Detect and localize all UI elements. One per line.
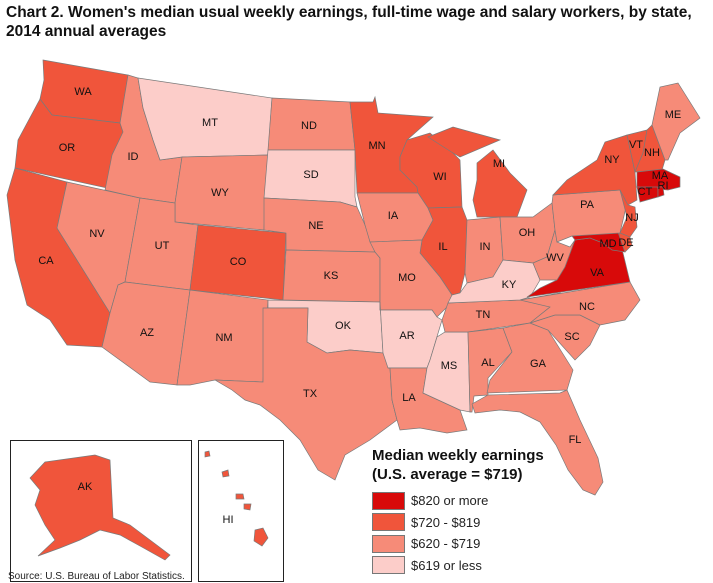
legend-label: $720 - $819	[411, 514, 481, 530]
legend-label: $620 - $719	[411, 536, 481, 552]
legend-label: $619 or less	[411, 557, 482, 573]
state-label-ma: MA	[652, 170, 669, 182]
legend-item: $620 - $719	[372, 533, 544, 555]
state-label-nc: NC	[579, 301, 595, 313]
state-label-mi: MI	[493, 158, 505, 170]
state-label-wv: WV	[546, 252, 564, 264]
legend-subtitle: (U.S. average = $719)	[372, 466, 523, 483]
legend-item: $720 - $819	[372, 512, 544, 534]
state-me	[651, 82, 701, 161]
state-label-ky: KY	[502, 279, 517, 291]
legend-swatch	[372, 556, 405, 575]
state-label-de: DE	[618, 237, 633, 249]
legend-title: Median weekly earnings	[372, 447, 544, 464]
state-label-wi: WI	[433, 171, 446, 183]
state-label-ak: AK	[78, 481, 93, 493]
state-label-vt: VT	[629, 139, 643, 151]
state-label-ar: AR	[399, 330, 414, 342]
state-ak	[29, 454, 171, 561]
legend-item: $820 or more	[372, 490, 544, 512]
state-label-tx: TX	[303, 388, 318, 400]
state-label-wy: WY	[211, 187, 229, 199]
state-label-il: IL	[438, 241, 447, 253]
legend-swatch	[372, 491, 405, 510]
state-label-me: ME	[665, 109, 682, 121]
state-label-oh: OH	[519, 227, 536, 239]
state-label-nv: NV	[89, 228, 105, 240]
state-label-fl: FL	[569, 434, 582, 446]
state-label-in: IN	[480, 241, 491, 253]
state-label-ca: CA	[38, 255, 54, 267]
legend-label: $820 or more	[411, 493, 489, 509]
state-hi	[243, 503, 252, 511]
state-label-az: AZ	[140, 327, 154, 339]
legend-swatch	[372, 513, 405, 532]
state-label-wa: WA	[74, 86, 92, 98]
state-label-al: AL	[481, 357, 494, 369]
state-ri	[657, 186, 665, 198]
legend: Median weekly earnings (U.S. average = $…	[372, 446, 544, 576]
state-hi	[221, 469, 230, 478]
state-tx	[214, 307, 398, 481]
source-note: Source: U.S. Bureau of Labor Statistics.	[8, 571, 185, 582]
state-label-mn: MN	[368, 140, 385, 152]
state-mi	[427, 126, 502, 158]
state-fl	[471, 389, 604, 496]
state-label-ok: OK	[335, 320, 352, 332]
legend-item: $619 or less	[372, 555, 544, 577]
state-label-mo: MO	[398, 272, 416, 284]
state-label-sd: SD	[303, 169, 318, 181]
state-label-ne: NE	[308, 220, 323, 232]
state-label-ut: UT	[155, 240, 170, 252]
state-label-ks: KS	[324, 270, 339, 282]
state-label-co: CO	[230, 256, 247, 268]
state-hi	[204, 450, 211, 458]
state-label-hi: HI	[223, 514, 234, 526]
state-wy	[174, 154, 269, 231]
state-label-ny: NY	[604, 154, 620, 166]
state-label-tn: TN	[476, 309, 491, 321]
state-label-ri: RI	[658, 180, 669, 192]
state-hi	[253, 527, 269, 547]
state-label-nm: NM	[215, 332, 232, 344]
state-label-nj: NJ	[625, 212, 638, 224]
state-nj	[619, 189, 638, 238]
hawaii-inset-frame	[198, 440, 284, 582]
state-label-ct: CT	[638, 186, 653, 198]
state-label-nd: ND	[301, 120, 317, 132]
state-label-mt: MT	[202, 117, 218, 129]
state-label-ms: MS	[441, 360, 458, 372]
state-label-pa: PA	[580, 199, 595, 211]
state-label-va: VA	[590, 267, 605, 279]
state-label-or: OR	[59, 142, 76, 154]
state-nc	[519, 281, 641, 326]
state-mo	[369, 239, 453, 318]
state-hi	[235, 493, 245, 500]
state-label-la: LA	[402, 392, 416, 404]
state-label-ia: IA	[388, 210, 399, 222]
state-label-id: ID	[128, 151, 139, 163]
state-label-nh: NH	[644, 147, 660, 159]
state-label-md: MD	[599, 238, 616, 250]
chart-title: Chart 2. Women's median usual weekly ear…	[6, 4, 692, 40]
state-label-sc: SC	[564, 331, 579, 343]
legend-swatch	[372, 534, 405, 553]
state-label-ga: GA	[530, 358, 547, 370]
alaska-inset-frame	[10, 440, 192, 582]
